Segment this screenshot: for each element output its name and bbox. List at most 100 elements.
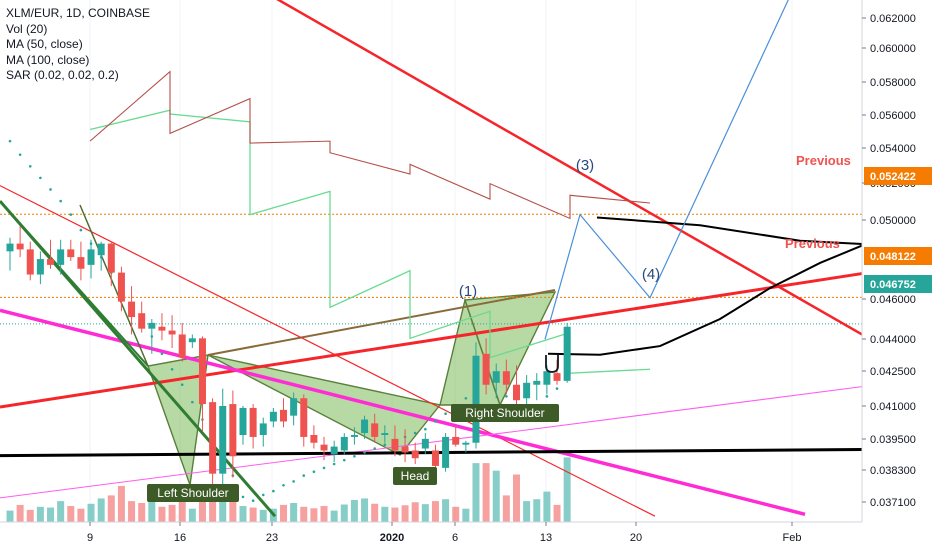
time-axis-bg bbox=[0, 522, 862, 550]
grid-lines bbox=[89, 0, 793, 522]
candle-body bbox=[158, 326, 166, 331]
volume-bar bbox=[188, 508, 196, 522]
sar-dot bbox=[322, 466, 326, 470]
sar-dot bbox=[79, 228, 83, 232]
volume-bar bbox=[6, 510, 14, 522]
price-tag-label: 0.052422 bbox=[870, 171, 916, 183]
volume-bar bbox=[340, 504, 348, 522]
x-tick-label: 20 bbox=[630, 532, 642, 544]
candle-body bbox=[97, 243, 105, 256]
candle-body bbox=[117, 272, 125, 302]
sar-dot bbox=[28, 164, 32, 168]
volume-bar bbox=[87, 503, 95, 522]
y-tick-label: 0.062000 bbox=[870, 13, 916, 25]
volume-bar bbox=[280, 504, 288, 522]
candle-body bbox=[340, 436, 348, 451]
sar-dot bbox=[191, 400, 194, 404]
black-support-line bbox=[0, 448, 863, 458]
sar-dot bbox=[302, 474, 306, 477]
moving-averages bbox=[8, 0, 863, 503]
previous-label-top: Previous bbox=[796, 153, 851, 168]
candle-body bbox=[148, 322, 156, 329]
y-tick-label: 0.038300 bbox=[870, 465, 916, 477]
legend-volume[interactable]: Vol (20) bbox=[6, 21, 48, 36]
candle-body bbox=[67, 249, 75, 258]
candle-body bbox=[209, 402, 217, 474]
ma100-line bbox=[89, 70, 651, 220]
volume-bar bbox=[543, 491, 551, 522]
candle-body bbox=[16, 243, 24, 250]
sar-dot bbox=[59, 199, 62, 203]
sar-dot bbox=[241, 495, 245, 499]
legend-ma50[interactable]: MA (50, close) bbox=[6, 37, 83, 51]
volume-bar bbox=[158, 506, 166, 522]
candle-body bbox=[26, 249, 34, 275]
magenta-upper-line bbox=[0, 308, 806, 516]
sar-dot bbox=[545, 395, 549, 398]
candle-body bbox=[533, 380, 541, 385]
volume-bar bbox=[229, 495, 237, 522]
candle-body bbox=[36, 259, 44, 275]
sar-dot bbox=[18, 153, 22, 156]
candle-body bbox=[543, 371, 551, 385]
volume-bar bbox=[47, 507, 55, 522]
x-tick-label: 9 bbox=[87, 532, 93, 544]
price-tag-box bbox=[864, 275, 932, 293]
volume-bar bbox=[300, 506, 308, 522]
candle-body bbox=[513, 384, 520, 401]
sar-dot bbox=[434, 420, 437, 423]
legend-ma100[interactable]: MA (100, close) bbox=[6, 52, 90, 67]
candle-body bbox=[269, 411, 277, 422]
volume-bar bbox=[330, 510, 338, 522]
x-tick-label: Feb bbox=[783, 532, 802, 544]
candle-body bbox=[421, 438, 429, 449]
candle-body bbox=[361, 419, 369, 434]
x-tick-label: 23 bbox=[266, 532, 278, 544]
legend-sar[interactable]: SAR (0.02, 0.02, 0.2) bbox=[6, 68, 119, 82]
head-label-box bbox=[393, 467, 437, 485]
point-3-label: (3) bbox=[576, 157, 594, 174]
y-tick-label: 0.037100 bbox=[870, 497, 916, 509]
point-1-label: (1) bbox=[459, 283, 477, 300]
candle-body bbox=[178, 334, 186, 358]
red-downtrend-upper-line bbox=[276, 0, 863, 336]
volume-bar bbox=[97, 498, 105, 522]
candle-body bbox=[188, 338, 196, 343]
price-axis: 0.062000 0.060000 0.058000 0.056000 0.054000… bbox=[861, 0, 932, 550]
candle-body bbox=[239, 407, 247, 435]
sar-dot bbox=[160, 352, 164, 356]
cup-marker bbox=[545, 355, 559, 373]
sar-dot bbox=[424, 427, 427, 431]
candle-body bbox=[442, 436, 450, 468]
annotations: Left Shoulder Head Right Shoulder (1) (3) (4)… bbox=[147, 153, 851, 502]
candle-body bbox=[249, 407, 257, 437]
volume-bar bbox=[361, 498, 369, 522]
candle-body bbox=[290, 398, 298, 416]
volume-bar bbox=[16, 504, 24, 522]
red-downtrend-lower-line bbox=[0, 185, 656, 517]
candle-body bbox=[47, 259, 55, 265]
volume-bar bbox=[77, 508, 85, 522]
previous-label-bottom: Previous bbox=[785, 236, 840, 251]
candle-body bbox=[502, 371, 510, 385]
volume-bar bbox=[391, 507, 399, 522]
sar-dot bbox=[505, 395, 508, 398]
price-tag-label: 0.048122 bbox=[870, 251, 916, 263]
volume-bar bbox=[533, 499, 541, 522]
sar-dot bbox=[332, 462, 336, 466]
magenta-lower-line bbox=[0, 386, 863, 499]
candle-body bbox=[77, 257, 85, 269]
price-tag-box bbox=[864, 247, 932, 265]
right-cup-shape bbox=[464, 291, 557, 407]
volume-bar bbox=[290, 503, 298, 522]
candle-body bbox=[320, 444, 328, 451]
projection-path bbox=[544, 0, 789, 340]
candle-body bbox=[138, 313, 146, 329]
y-tick-label: 0.039500 bbox=[870, 434, 916, 446]
candle-body bbox=[330, 446, 338, 455]
legend-title: XLM/EUR, 1D, COINBASE bbox=[6, 6, 151, 20]
volume-bar bbox=[148, 493, 156, 522]
y-tick-label: 0.050000 bbox=[870, 215, 916, 227]
volume-bar bbox=[57, 501, 65, 522]
